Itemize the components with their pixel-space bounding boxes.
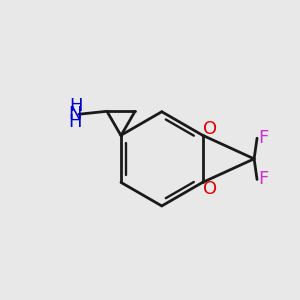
Text: O: O [203,120,217,138]
Text: F: F [258,129,269,147]
Text: N: N [69,105,82,123]
Text: O: O [203,180,217,198]
Text: F: F [258,170,269,188]
Text: H: H [69,97,83,115]
Text: H: H [69,113,82,131]
